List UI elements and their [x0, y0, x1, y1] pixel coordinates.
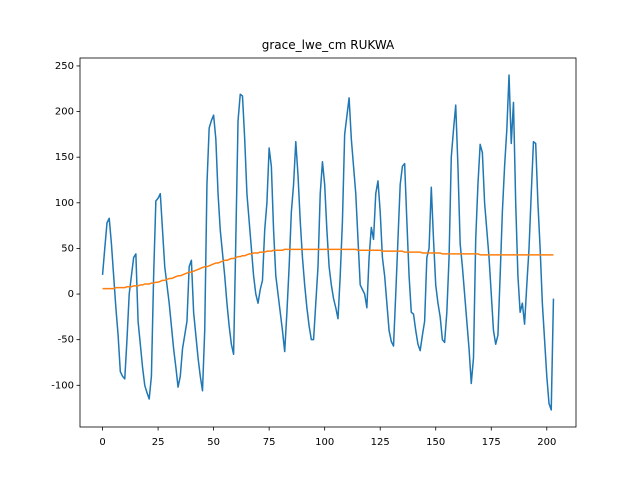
- x-tick-label: 75: [263, 437, 276, 448]
- y-tick-label: 50: [61, 243, 74, 254]
- chart-title: grace_lwe_cm RUKWA: [262, 38, 395, 52]
- y-tick-label: 0: [68, 289, 74, 300]
- y-tick-label: -100: [51, 380, 74, 391]
- plot-area: 0 25 50 75 100 125 150 175 200 -100 -50 0 50 100 150 20…: [51, 61, 556, 448]
- x-tick-label: 25: [152, 437, 165, 448]
- x-tick-label: 150: [426, 437, 445, 448]
- data-line: [102, 248, 554, 290]
- y-tick-label: 100: [55, 198, 74, 209]
- y-tick-label: -50: [58, 335, 74, 346]
- axes-frame: [79, 57, 577, 428]
- x-tick-label: 175: [482, 437, 501, 448]
- x-tick-label: 125: [371, 437, 390, 448]
- y-tick-label: 150: [55, 152, 74, 163]
- x-tick-label: 0: [99, 437, 105, 448]
- x-tick-label: 100: [315, 437, 334, 448]
- data-line: [101, 74, 555, 411]
- y-tick-label: 250: [55, 61, 74, 72]
- y-tick-label: 200: [55, 107, 74, 118]
- x-tick-label: 50: [207, 437, 220, 448]
- x-tick-label: 200: [537, 437, 556, 448]
